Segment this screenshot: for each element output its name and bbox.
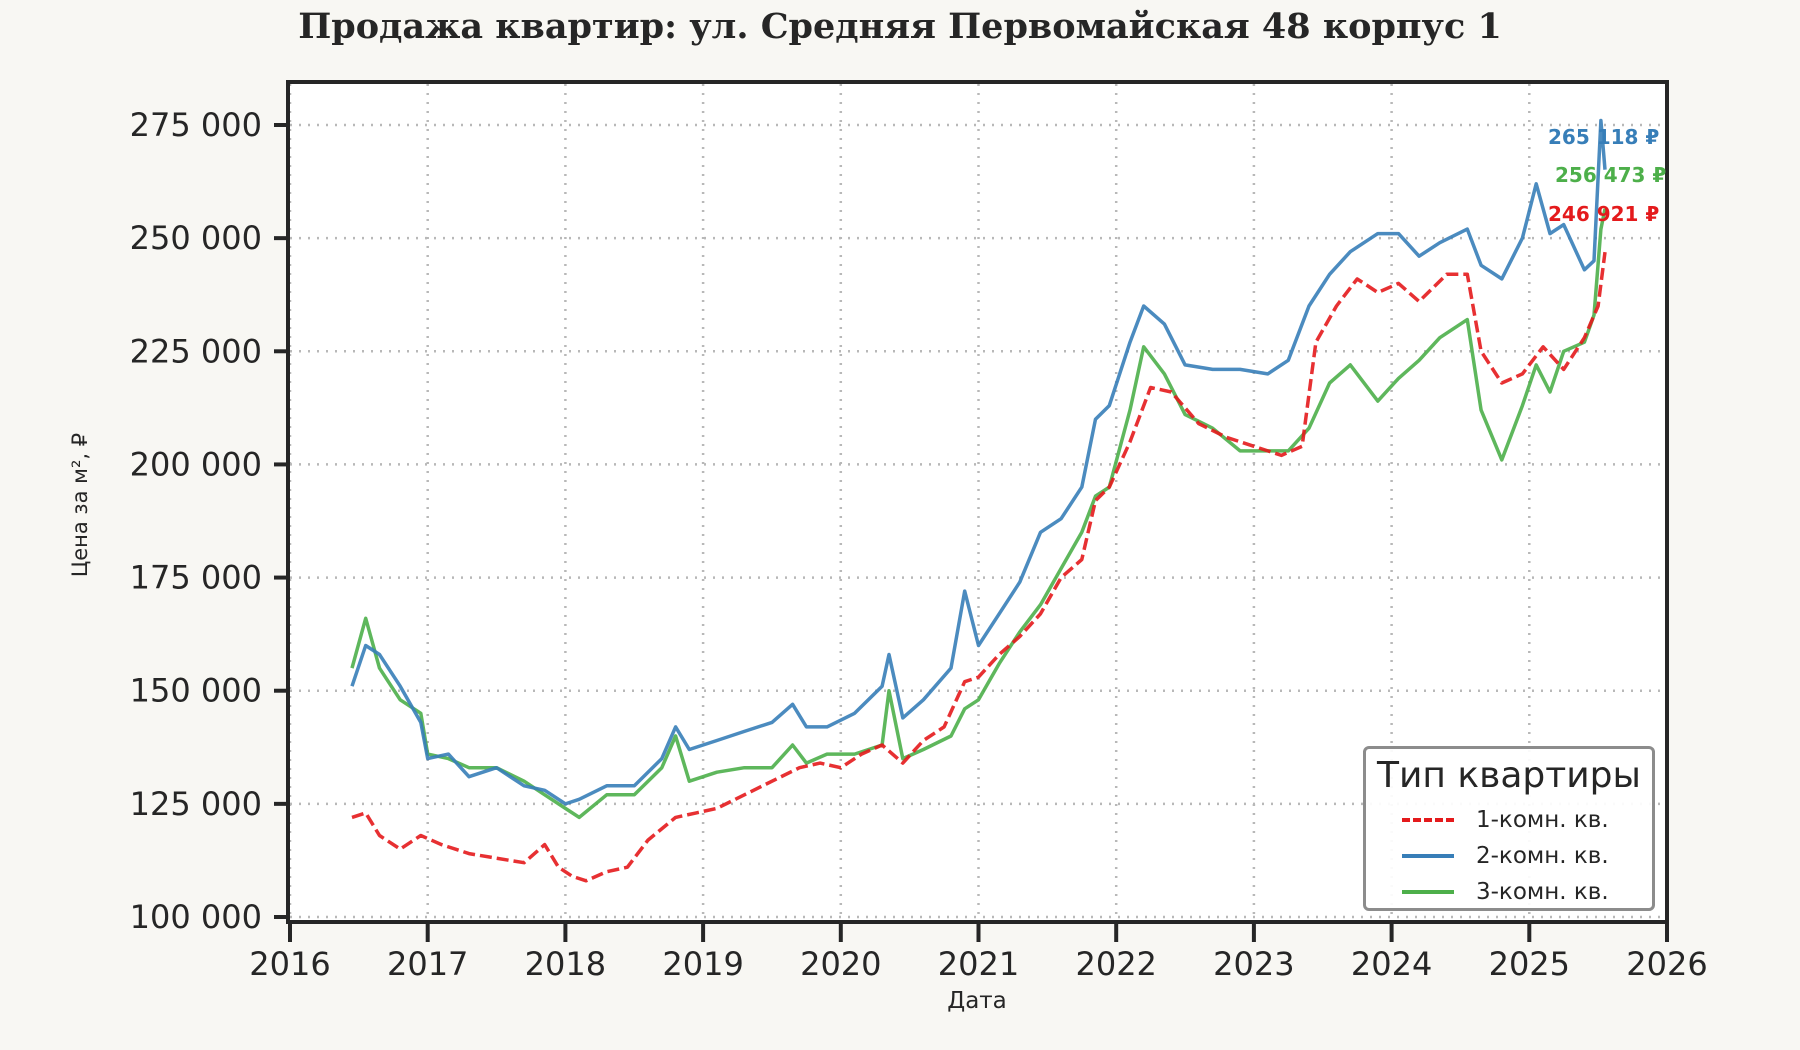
series-line-2room bbox=[350, 118, 1607, 806]
y-tick-label: 200 000 bbox=[130, 445, 262, 483]
x-tick-label: 2026 bbox=[1626, 945, 1707, 983]
legend-label: 3-комн. кв. bbox=[1476, 879, 1609, 905]
y-axis-label: Цена за м², ₽ bbox=[68, 432, 92, 578]
x-tick-label: 2024 bbox=[1351, 945, 1432, 983]
legend: Тип квартиры 1-комн. кв. 2-комн. кв. 3-к… bbox=[1363, 746, 1655, 911]
x-tick-label: 2018 bbox=[525, 945, 606, 983]
dashed-line-swatch-icon bbox=[1402, 818, 1454, 822]
y-tick-label: 125 000 bbox=[130, 785, 262, 823]
solid-line-swatch-icon bbox=[1402, 854, 1454, 858]
y-tick-label: 175 000 bbox=[130, 559, 262, 597]
x-tick-label: 2023 bbox=[1213, 945, 1294, 983]
x-tick-label: 2017 bbox=[387, 945, 468, 983]
series-line-3room bbox=[350, 208, 1607, 820]
x-tick-label: 2025 bbox=[1489, 945, 1570, 983]
legend-label: 1-комн. кв. bbox=[1476, 807, 1609, 833]
x-axis-label: Дата bbox=[947, 988, 1007, 1014]
end-label-1room: 246 921 ₽ bbox=[1548, 202, 1660, 226]
x-tick-label: 2021 bbox=[938, 945, 1019, 983]
end-label-2room: 265 118 ₽ bbox=[1548, 125, 1660, 149]
chart-title: Продажа квартир: ул. Средняя Первомайска… bbox=[298, 6, 1502, 47]
solid-line-swatch-icon bbox=[1402, 890, 1454, 894]
x-tick-label: 2022 bbox=[1075, 945, 1156, 983]
y-axis-ticks: 100 000 125 000 150 000 175 000 200 000 225 0… bbox=[130, 106, 288, 936]
series-line-1room bbox=[351, 251, 1607, 883]
end-label-3room: 256 473 ₽ bbox=[1555, 163, 1667, 187]
x-tick-label: 2020 bbox=[800, 945, 881, 983]
y-tick-label: 150 000 bbox=[130, 672, 262, 710]
y-tick-label: 250 000 bbox=[130, 219, 262, 257]
x-tick-label: 2019 bbox=[662, 945, 743, 983]
y-tick-label: 100 000 bbox=[130, 898, 262, 936]
data-series bbox=[350, 118, 1607, 883]
x-axis-ticks: 2016 2017 2018 2019 2020 2021 2022 2023 2024 2025… bbox=[249, 922, 1708, 983]
legend-item-3room: 3-комн. кв. bbox=[1402, 877, 1609, 907]
y-tick-label: 225 000 bbox=[130, 332, 262, 370]
y-tick-label: 275 000 bbox=[130, 106, 262, 144]
legend-item-2room: 2-комн. кв. bbox=[1402, 841, 1609, 871]
legend-title: Тип квартиры bbox=[1377, 755, 1641, 796]
x-tick-label: 2016 bbox=[249, 945, 330, 983]
legend-label: 2-комн. кв. bbox=[1476, 843, 1609, 869]
legend-item-1room: 1-комн. кв. bbox=[1402, 805, 1609, 835]
